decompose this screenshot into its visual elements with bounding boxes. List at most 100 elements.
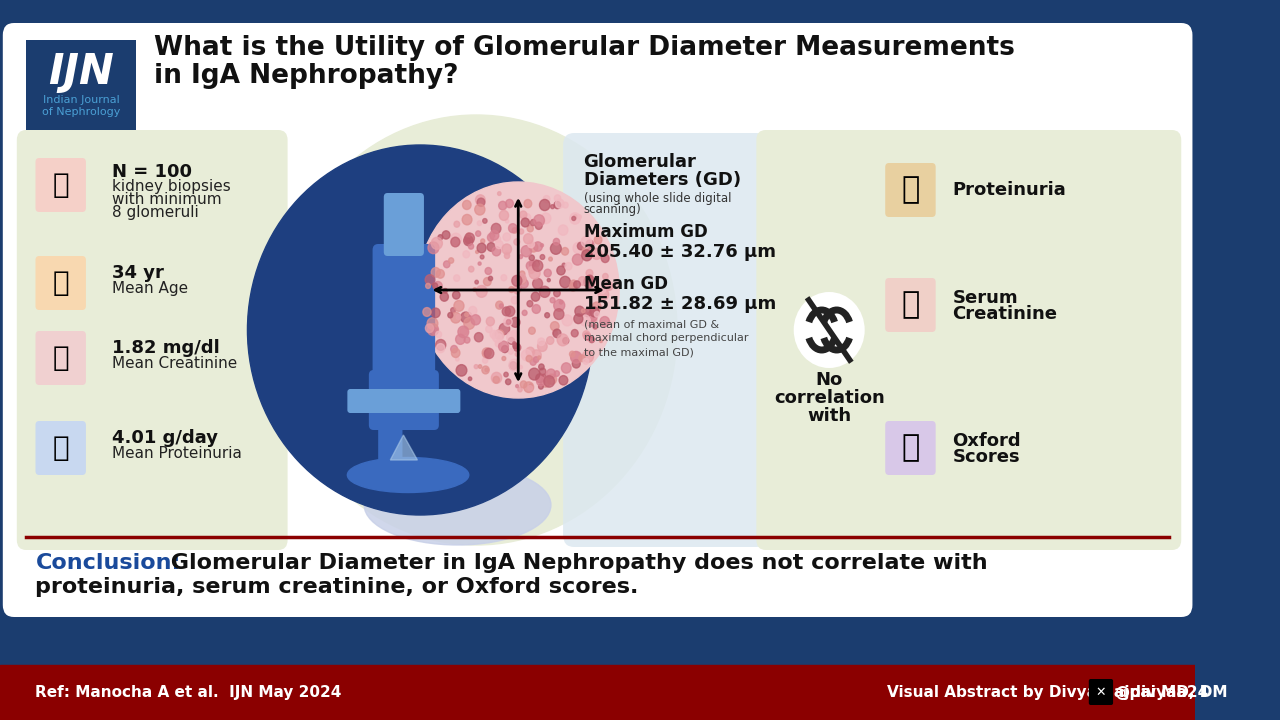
Circle shape xyxy=(422,307,431,316)
Circle shape xyxy=(572,217,576,220)
Circle shape xyxy=(553,329,561,338)
Circle shape xyxy=(526,356,532,362)
Circle shape xyxy=(504,372,508,377)
Circle shape xyxy=(513,343,521,351)
Circle shape xyxy=(554,195,561,202)
Circle shape xyxy=(499,323,509,335)
Circle shape xyxy=(553,330,557,336)
Circle shape xyxy=(442,231,451,239)
Circle shape xyxy=(475,280,479,284)
Circle shape xyxy=(573,314,582,323)
Circle shape xyxy=(456,357,460,361)
Circle shape xyxy=(456,334,465,344)
Circle shape xyxy=(590,307,599,317)
Circle shape xyxy=(524,382,534,392)
Circle shape xyxy=(508,348,513,354)
Text: 🧴: 🧴 xyxy=(901,176,919,204)
Circle shape xyxy=(530,261,535,267)
Text: (mean of maximal GD &: (mean of maximal GD & xyxy=(584,319,719,329)
Circle shape xyxy=(477,243,486,253)
Circle shape xyxy=(544,269,552,277)
Text: 1.82 mg/dl: 1.82 mg/dl xyxy=(113,339,220,357)
Circle shape xyxy=(529,327,535,334)
Circle shape xyxy=(476,316,479,319)
Circle shape xyxy=(467,312,471,318)
Text: Ref: Manocha A et al.  IJN May 2024: Ref: Manocha A et al. IJN May 2024 xyxy=(36,685,342,700)
Circle shape xyxy=(554,289,561,297)
Text: Scores: Scores xyxy=(952,448,1020,466)
Circle shape xyxy=(550,297,556,303)
Circle shape xyxy=(539,287,550,297)
Circle shape xyxy=(581,309,585,312)
FancyBboxPatch shape xyxy=(886,421,936,475)
Circle shape xyxy=(582,330,590,338)
Circle shape xyxy=(598,289,609,300)
Circle shape xyxy=(454,300,465,311)
Circle shape xyxy=(431,308,440,318)
Circle shape xyxy=(428,324,439,336)
Circle shape xyxy=(451,307,456,312)
Circle shape xyxy=(584,309,591,317)
Text: with minimum: with minimum xyxy=(113,192,221,207)
Circle shape xyxy=(477,198,485,207)
Circle shape xyxy=(512,228,517,233)
Circle shape xyxy=(436,269,444,278)
Circle shape xyxy=(448,258,453,264)
Circle shape xyxy=(417,182,620,398)
Circle shape xyxy=(506,199,513,207)
Circle shape xyxy=(502,244,512,254)
Text: to the maximal GD): to the maximal GD) xyxy=(584,347,694,357)
FancyBboxPatch shape xyxy=(36,331,86,385)
Circle shape xyxy=(590,316,596,323)
Circle shape xyxy=(571,351,581,364)
Text: Mean GD: Mean GD xyxy=(584,275,668,293)
Circle shape xyxy=(547,337,554,344)
Circle shape xyxy=(517,201,520,204)
Circle shape xyxy=(485,268,492,274)
Text: Conclusion:: Conclusion: xyxy=(36,553,180,573)
Circle shape xyxy=(573,281,580,288)
Circle shape xyxy=(463,251,470,258)
Circle shape xyxy=(489,276,493,281)
Circle shape xyxy=(425,324,434,333)
Circle shape xyxy=(507,331,517,343)
Ellipse shape xyxy=(365,465,550,545)
Circle shape xyxy=(572,359,580,368)
Bar xyxy=(0,665,1196,720)
Text: of Nephrology: of Nephrology xyxy=(42,107,120,117)
Circle shape xyxy=(506,379,511,384)
Text: ✕: ✕ xyxy=(1096,685,1106,698)
Circle shape xyxy=(550,322,559,331)
FancyBboxPatch shape xyxy=(17,130,288,550)
Circle shape xyxy=(530,220,536,225)
Ellipse shape xyxy=(275,115,677,545)
Circle shape xyxy=(588,318,595,326)
Text: in IgA Nephropathy?: in IgA Nephropathy? xyxy=(154,63,458,89)
Circle shape xyxy=(536,374,544,383)
Circle shape xyxy=(529,255,534,261)
Circle shape xyxy=(463,235,474,246)
Circle shape xyxy=(503,318,512,326)
Circle shape xyxy=(570,351,575,357)
Circle shape xyxy=(541,377,550,387)
Circle shape xyxy=(485,325,492,333)
Circle shape xyxy=(492,223,500,234)
Text: Diameters (GD): Diameters (GD) xyxy=(584,171,741,189)
Circle shape xyxy=(454,221,460,228)
Circle shape xyxy=(526,347,535,356)
Circle shape xyxy=(526,261,535,270)
Circle shape xyxy=(247,145,593,515)
Circle shape xyxy=(488,233,495,242)
Circle shape xyxy=(562,248,568,255)
Circle shape xyxy=(515,288,520,294)
Text: scanning): scanning) xyxy=(584,202,641,215)
Circle shape xyxy=(509,359,520,371)
Circle shape xyxy=(474,364,477,369)
Circle shape xyxy=(571,351,580,361)
Circle shape xyxy=(559,300,563,304)
FancyBboxPatch shape xyxy=(563,133,768,547)
FancyBboxPatch shape xyxy=(26,40,137,130)
Circle shape xyxy=(511,330,517,337)
Circle shape xyxy=(530,359,536,365)
Circle shape xyxy=(520,279,529,288)
